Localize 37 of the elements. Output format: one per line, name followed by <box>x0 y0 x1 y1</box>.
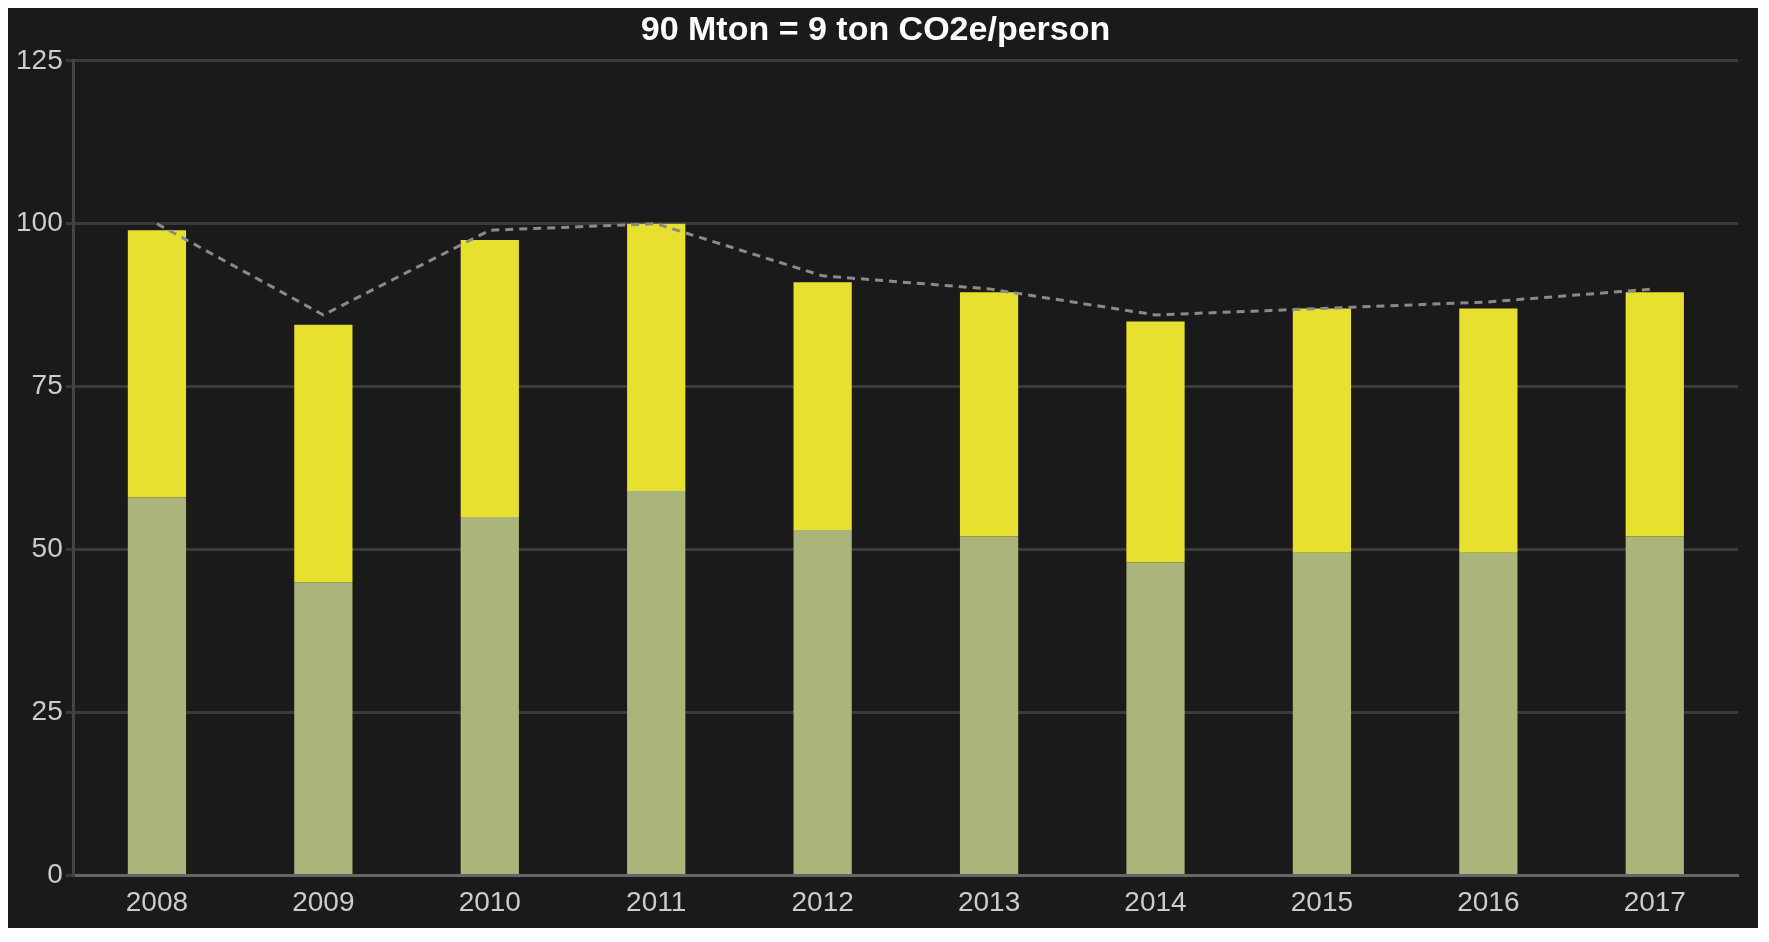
x-tick-label: 2011 <box>626 885 687 917</box>
bar <box>627 223 686 491</box>
bar <box>460 240 519 517</box>
bar <box>1459 308 1518 553</box>
bar <box>959 536 1019 874</box>
y-tick-label: 75 <box>31 369 63 401</box>
bar <box>294 324 353 583</box>
bar <box>1625 292 1684 537</box>
bar <box>793 282 852 531</box>
x-tick-label: 2013 <box>957 885 1021 917</box>
y-tick-label: 100 <box>16 206 63 238</box>
x-tick-label: 2008 <box>125 885 189 917</box>
bar <box>1625 536 1684 874</box>
x-tick-label: 2015 <box>1290 885 1354 917</box>
bar <box>1459 552 1518 874</box>
y-tick-label: 25 <box>31 695 63 727</box>
chart-title: 90 Mton = 9 ton CO2e/person <box>640 8 1111 47</box>
bar <box>1292 308 1352 553</box>
x-tick-label: 2012 <box>791 885 854 917</box>
bar <box>1126 562 1185 874</box>
x-tick-label: 2014 <box>1124 885 1187 917</box>
bar <box>959 292 1019 537</box>
bar <box>460 516 519 874</box>
bar <box>127 497 187 874</box>
y-tick-label: 0 <box>47 858 63 890</box>
x-tick-label: 2017 <box>1623 885 1686 917</box>
x-tick-label: 2010 <box>458 885 521 917</box>
bar <box>294 582 353 874</box>
y-tick-label: 125 <box>16 43 63 75</box>
bar <box>127 230 187 498</box>
bar <box>1292 552 1352 874</box>
bar <box>1126 321 1185 563</box>
bar <box>627 490 686 874</box>
y-tick-label: 50 <box>31 532 63 564</box>
x-tick-label: 2016 <box>1457 885 1520 917</box>
bar <box>793 530 852 874</box>
x-tick-label: 2009 <box>292 885 355 917</box>
